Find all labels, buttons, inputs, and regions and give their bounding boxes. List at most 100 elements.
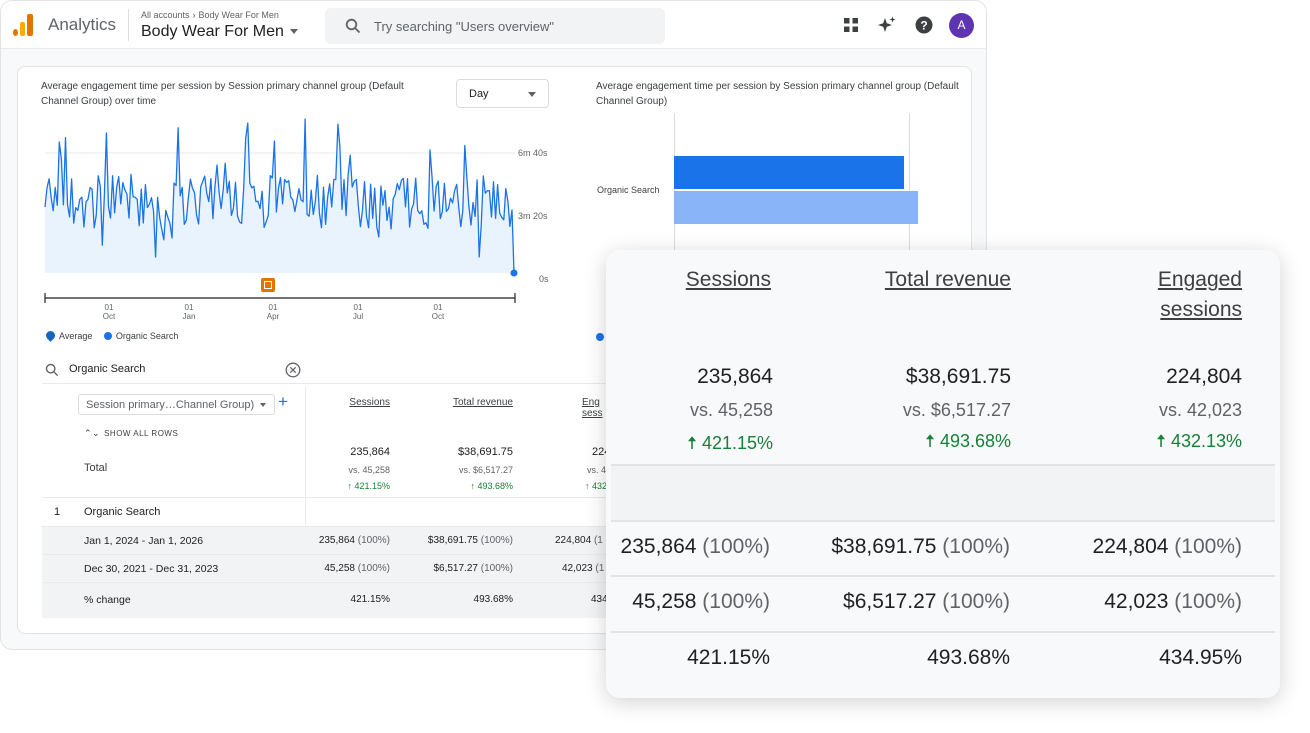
avatar[interactable]: A — [949, 13, 974, 38]
total-revenue: $38,691.75 — [457, 446, 513, 458]
legend-dot — [596, 333, 604, 341]
zoom-cell-engaged: 224,804 (100%) — [1046, 535, 1242, 559]
x-tick-label: 01 — [185, 303, 194, 312]
total-engaged-change: ↑ 432 — [585, 481, 608, 491]
zoom-header-sessions[interactable]: Sessions — [685, 268, 771, 291]
row-index: 1 — [54, 506, 61, 518]
search-placeholder: Try searching "Users overview" — [374, 19, 554, 34]
granularity-value: Day — [469, 88, 489, 100]
column-divider — [305, 386, 306, 618]
annotation-marker-icon[interactable] — [261, 278, 275, 292]
clear-icon[interactable] — [285, 362, 301, 378]
zoom-total-engaged-change: 🠅 432.13% — [1156, 431, 1242, 451]
legend-item-average[interactable]: Average — [44, 329, 93, 342]
cell-value: $6,517.27 — [433, 563, 478, 574]
zoom-cell-revenue: $6,517.27 (100%) — [806, 590, 1010, 614]
bar-organic-search-previous[interactable] — [674, 191, 918, 224]
zoom-total-revenue: $38,691.75 — [905, 365, 1011, 388]
cell-revenue: $6,517.27 (100%) — [402, 563, 513, 574]
add-dimension-button[interactable]: + — [278, 392, 288, 411]
annotation-marker-glyph — [264, 281, 272, 289]
breadcrumb[interactable]: All accounts › Body Wear For Men — [141, 10, 279, 20]
column-header-sessions[interactable]: Sessions — [349, 397, 390, 408]
apps-grid-icon[interactable] — [841, 15, 861, 35]
cell-percent: (100%) — [357, 535, 390, 546]
expand-icon: ⌃⌄ — [84, 428, 101, 438]
table-filter[interactable]: Organic Search — [42, 356, 632, 384]
breadcrumb-account[interactable]: Body Wear For Men — [198, 10, 279, 20]
row-divider — [611, 631, 1275, 633]
property-selector[interactable]: Body Wear For Men — [141, 23, 298, 41]
breadcrumb-all-accounts[interactable]: All accounts — [141, 10, 190, 20]
svg-text:?: ? — [920, 19, 927, 33]
zoom-total-sessions-previous: vs. 45,258 — [689, 400, 773, 420]
cell-value: 42,023 — [1104, 590, 1169, 613]
divider — [128, 9, 129, 41]
x-tick-label: 01 — [354, 303, 363, 312]
table-row[interactable]: 1 Organic Search — [42, 497, 632, 525]
cell-percent: (100%) — [702, 590, 770, 613]
cell-value: 224,804 — [1092, 535, 1169, 558]
chevron-right-icon: › — [192, 10, 196, 20]
column-header-engaged-sessions[interactable]: Eng sess — [582, 397, 622, 419]
show-all-rows-button[interactable]: ⌃⌄ SHOW ALL ROWS — [84, 428, 178, 439]
x-tick-label: 01 — [434, 303, 443, 312]
total-revenue-previous: vs. $6,517.27 — [458, 465, 513, 475]
y-tick-label: 6m 40s — [518, 148, 548, 158]
dimension-select[interactable]: Session primary…Channel Group) — [78, 394, 275, 415]
total-label: Total — [84, 462, 108, 474]
y-tick-label: 0s — [539, 274, 549, 284]
zoom-header-total-revenue[interactable]: Total revenue — [884, 268, 1011, 291]
zoom-cell-engaged: 42,023 (100%) — [1046, 590, 1242, 614]
zoom-cell-revenue-change: 493.68% — [927, 646, 1010, 669]
table-row[interactable]: Jan 1, 2024 - Jan 1, 2026 235,864 (100%)… — [42, 526, 632, 554]
table-row[interactable]: Dec 30, 2021 - Dec 31, 2023 45,258 (100%… — [42, 554, 632, 582]
cell-percent: (100%) — [702, 535, 770, 558]
series-end-point — [510, 269, 518, 277]
bar-organic-search-current[interactable] — [674, 156, 904, 189]
zoom-cell-sessions: 235,864 (100%) — [611, 535, 770, 559]
header-part: sess — [582, 408, 603, 419]
change-value: 432.13% — [1170, 431, 1242, 451]
cell-value: $38,691.75 — [427, 535, 478, 546]
x-tick-label: Apr — [267, 312, 280, 321]
change-value: 493.68% — [939, 431, 1011, 451]
sparkle-icon[interactable] — [877, 15, 897, 35]
bar-chart-axis — [909, 113, 910, 253]
zoom-total-revenue-previous: vs. $6,517.27 — [902, 400, 1011, 420]
zoom-total-revenue-change: 🠅 493.68% — [925, 431, 1011, 451]
cell-value: 45,258 — [632, 590, 697, 613]
y-tick-label: 3m 20s — [518, 211, 548, 221]
row-divider — [611, 464, 1275, 466]
help-icon[interactable]: ? — [914, 15, 934, 35]
row-divider — [611, 520, 1275, 522]
row-label: Organic Search — [84, 506, 161, 518]
cell-percent: (100%) — [942, 590, 1010, 613]
cell-sessions: 421.15% — [350, 594, 390, 605]
row-label: % change — [84, 594, 131, 606]
cell-revenue: 493.68% — [473, 594, 513, 605]
cell-engaged: 224,804 (1 — [555, 535, 603, 546]
group-row[interactable] — [611, 466, 1275, 520]
caret-down-icon — [260, 403, 266, 407]
row-divider — [611, 575, 1275, 577]
legend-label: Average — [59, 331, 93, 341]
zoom-header-engaged-sessions[interactable]: Engaged sessions — [1106, 265, 1242, 325]
zoom-total-engaged: 224,804 — [1166, 365, 1242, 388]
column-header-total-revenue[interactable]: Total revenue — [452, 397, 513, 408]
search-bar[interactable]: Try searching "Users overview" — [325, 8, 665, 44]
row-label: Dec 30, 2021 - Dec 31, 2023 — [84, 563, 219, 575]
legend-dot — [103, 332, 112, 340]
cell-engaged: 42,023 (1 — [562, 563, 604, 574]
header-part: Engaged — [1157, 268, 1242, 291]
granularity-select[interactable]: Day — [456, 79, 549, 108]
cell-value: 42,023 — [562, 563, 593, 574]
analytics-logo-icon[interactable] — [13, 14, 35, 36]
total-engaged-previous: vs. 4 — [587, 465, 607, 475]
change-value: 421.15% — [354, 481, 390, 491]
table-row[interactable]: % change 421.15% 493.68% 434. — [42, 582, 632, 618]
legend-item-organic-search[interactable]: Organic Search — [103, 331, 178, 341]
line-chart-title: Average engagement time per session by S… — [41, 81, 404, 107]
x-tick-label: 01 — [105, 303, 114, 312]
zoom-total-engaged-previous: vs. 42,023 — [1158, 400, 1242, 420]
